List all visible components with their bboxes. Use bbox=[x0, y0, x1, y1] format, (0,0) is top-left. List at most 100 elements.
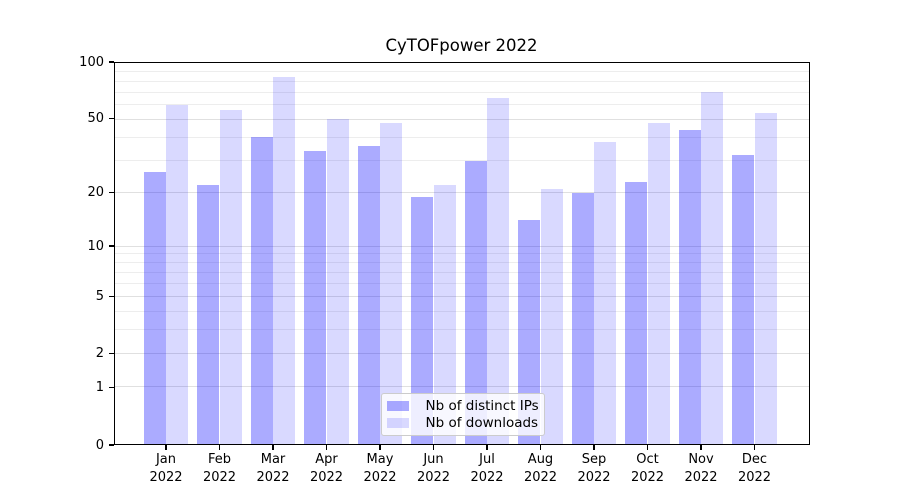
bar-distinct-ips-dec bbox=[732, 155, 755, 444]
major-gridline bbox=[114, 352, 809, 354]
bar-distinct-ips-aug bbox=[518, 220, 541, 444]
x-tick-label: Oct 2022 bbox=[613, 451, 683, 487]
minor-gridline bbox=[114, 80, 809, 82]
bar-distinct-ips-jun bbox=[411, 196, 434, 444]
x-tick-mark bbox=[218, 445, 221, 450]
legend-label-distinct-ips: Nb of distinct IPs bbox=[425, 397, 539, 414]
bar-downloads-jun bbox=[433, 185, 456, 444]
x-tick-label-year: 2022 bbox=[363, 470, 397, 485]
major-gridline bbox=[114, 192, 809, 194]
legend-item-downloads: Nb of downloads bbox=[382, 415, 544, 431]
x-tick-label: Dec 2022 bbox=[720, 451, 790, 487]
y-tick-label: 20 bbox=[87, 184, 104, 200]
legend-swatch-distinct-ips bbox=[386, 400, 409, 411]
minor-gridline bbox=[114, 104, 809, 106]
y-tick-mark bbox=[109, 61, 114, 63]
x-tick-label-year: 2022 bbox=[470, 470, 504, 485]
x-tick-mark bbox=[432, 445, 435, 450]
bar-distinct-ips-apr bbox=[304, 150, 327, 444]
bar-distinct-ips-sep bbox=[571, 192, 594, 444]
x-tick-label-year: 2022 bbox=[149, 470, 183, 485]
x-tick-label-month: Jul bbox=[479, 452, 495, 467]
x-tick-label-year: 2022 bbox=[416, 470, 451, 485]
x-tick-label: Jan 2022 bbox=[131, 451, 201, 487]
legend-item-distinct-ips: Nb of distinct IPs bbox=[382, 398, 544, 414]
x-tick-label-month: Aug bbox=[527, 452, 554, 467]
bar-downloads-mar bbox=[273, 77, 296, 444]
x-tick-label: Jul 2022 bbox=[452, 451, 522, 487]
x-tick-label: Jun 2022 bbox=[399, 451, 469, 487]
bar-downloads-jan bbox=[166, 104, 189, 444]
minor-gridline bbox=[114, 253, 809, 255]
bar-downloads-dec bbox=[754, 113, 777, 444]
x-tick-label: Apr 2022 bbox=[292, 451, 362, 487]
x-tick-label-month: May bbox=[366, 452, 394, 467]
x-tick-mark bbox=[539, 445, 542, 450]
x-tick-label-month: Apr bbox=[315, 452, 338, 467]
x-tick-label-month: Jan bbox=[155, 452, 177, 467]
x-tick-mark bbox=[753, 445, 756, 450]
x-tick-label-month: Jun bbox=[423, 452, 444, 467]
minor-gridline bbox=[114, 271, 809, 273]
x-tick-label-month: Sep bbox=[581, 452, 607, 467]
x-tick-label-month: Dec bbox=[741, 452, 768, 467]
plot-area: Nb of distinct IPs Nb of downloads bbox=[113, 62, 810, 445]
chart-title: CyTOFpower 2022 bbox=[385, 36, 538, 55]
bar-downloads-sep bbox=[594, 141, 617, 444]
x-tick-label-year: 2022 bbox=[309, 470, 344, 485]
x-tick-mark bbox=[486, 445, 488, 450]
y-tick-mark bbox=[109, 444, 114, 446]
y-tick-mark bbox=[109, 191, 114, 193]
x-tick-label-month: Oct bbox=[636, 452, 659, 467]
x-tick-label: Aug 2022 bbox=[506, 451, 576, 487]
x-tick-label: Sep 2022 bbox=[559, 451, 629, 487]
y-tick-label: 100 bbox=[79, 54, 104, 70]
minor-gridline bbox=[114, 262, 809, 264]
bar-downloads-may bbox=[380, 122, 403, 444]
x-tick-label-year: 2022 bbox=[737, 470, 772, 485]
x-tick-label-year: 2022 bbox=[577, 470, 611, 485]
major-gridline bbox=[114, 245, 809, 247]
legend: Nb of distinct IPs Nb of downloads bbox=[380, 393, 545, 436]
minor-gridline bbox=[114, 71, 809, 73]
y-tick-label: 2 bbox=[95, 346, 104, 362]
x-tick-mark bbox=[593, 445, 595, 450]
minor-gridline bbox=[114, 136, 809, 138]
x-tick-label-month: Nov bbox=[688, 452, 714, 467]
y-tick-mark bbox=[109, 118, 114, 120]
bar-distinct-ips-may bbox=[357, 145, 380, 444]
x-tick-mark bbox=[325, 445, 328, 450]
x-tick-mark bbox=[272, 445, 274, 450]
bar-distinct-ips-feb bbox=[197, 185, 220, 444]
minor-gridline bbox=[114, 329, 809, 331]
x-tick-label-year: 2022 bbox=[523, 470, 558, 485]
y-tick-label: 10 bbox=[87, 238, 104, 254]
major-gridline bbox=[114, 118, 809, 120]
minor-gridline bbox=[114, 160, 809, 162]
bar-distinct-ips-nov bbox=[678, 129, 701, 444]
minor-gridline bbox=[114, 91, 809, 93]
x-tick-mark bbox=[646, 445, 649, 450]
bar-distinct-ips-mar bbox=[250, 137, 273, 444]
bar-downloads-jul bbox=[487, 98, 510, 444]
minor-gridline bbox=[114, 282, 809, 284]
major-gridline bbox=[114, 295, 809, 297]
x-tick-mark bbox=[165, 445, 167, 450]
minor-gridline bbox=[114, 310, 809, 312]
y-tick-mark bbox=[109, 386, 114, 389]
y-tick-mark bbox=[109, 353, 114, 355]
x-tick-label-year: 2022 bbox=[630, 470, 665, 485]
x-tick-label: Nov 2022 bbox=[666, 451, 736, 487]
major-gridline bbox=[114, 386, 809, 388]
y-tick-label: 0 bbox=[95, 437, 104, 453]
bars-layer bbox=[115, 63, 810, 444]
bar-distinct-ips-jul bbox=[464, 160, 487, 444]
x-tick-mark bbox=[700, 445, 702, 450]
bar-downloads-feb bbox=[219, 110, 242, 444]
x-tick-label-month: Feb bbox=[207, 452, 232, 467]
bar-distinct-ips-oct bbox=[625, 181, 648, 444]
bar-downloads-apr bbox=[326, 119, 349, 444]
y-tick-label: 1 bbox=[95, 379, 104, 395]
